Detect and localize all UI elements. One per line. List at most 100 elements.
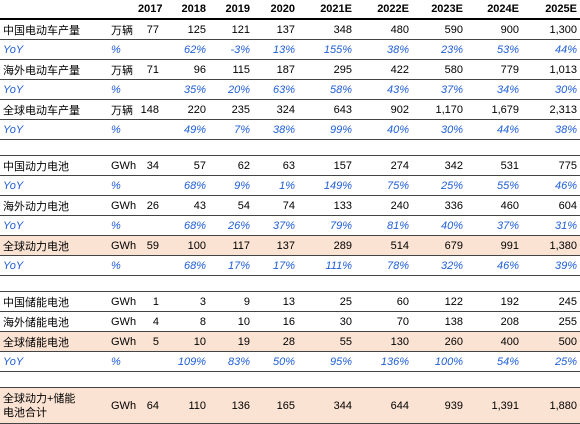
row-label-line: YoY: [3, 123, 24, 136]
value-cell: 643: [298, 99, 355, 120]
row-label-line: 电池合计: [3, 406, 47, 419]
value-cell: 95%: [298, 351, 355, 372]
data-row: YoY% 49% 7% 38% 99% 40% 30% 44% 38%: [0, 119, 580, 140]
data-row: 中国电动车产量 万辆 77 125 121 137 348 480 590 900 1,300: [0, 19, 580, 40]
row-label-line: YoY: [3, 355, 24, 368]
value-cell: 460: [466, 195, 522, 216]
data-row: 中国动力电池 GWh 34 57 62 63 157 274 342 531 775: [0, 155, 580, 176]
unit-cell: GWh: [108, 195, 138, 216]
value-cell: 46%: [466, 255, 522, 276]
empty-cell: [138, 351, 162, 372]
value-cell: 49%: [162, 119, 209, 140]
value-cell: 289: [298, 235, 355, 256]
value-cell: 25: [298, 291, 355, 312]
value-cell: 775: [522, 155, 580, 176]
value-cell: -3%: [209, 39, 253, 60]
value-cell: 68%: [162, 215, 209, 236]
value-cell: 28: [253, 331, 298, 352]
value-cell: 38%: [355, 39, 412, 60]
data-row: YoY% 68% 17% 17% 111% 78% 32% 46% 39%: [0, 255, 580, 276]
value-cell: 13%: [253, 39, 298, 60]
spacer-cell: [0, 275, 580, 292]
row-label: 中国储能电池: [0, 291, 108, 312]
value-cell: 1,880: [522, 387, 580, 424]
row-label: YoY: [0, 39, 108, 60]
value-cell: 55%: [466, 175, 522, 196]
header-cell: 2021E: [298, 0, 355, 20]
value-cell: 63%: [253, 79, 298, 100]
data-row: YoY% 68% 9% 1% 149% 75% 25% 55% 46%: [0, 175, 580, 196]
unit-cell: GWh: [108, 311, 138, 332]
value-cell: 34: [138, 155, 162, 176]
value-cell: 63: [253, 155, 298, 176]
value-cell: 115: [209, 59, 253, 80]
value-cell: 109%: [162, 351, 209, 372]
value-cell: 34%: [466, 79, 522, 100]
value-cell: 422: [355, 59, 412, 80]
value-cell: 17%: [209, 255, 253, 276]
value-cell: 240: [355, 195, 412, 216]
header-row: 2017 2018 2019 2020 2021E 2022E 2023E 2024E 2025…: [0, 0, 580, 20]
value-cell: 60: [355, 291, 412, 312]
unit-cell: GWh: [108, 155, 138, 176]
unit-cell: GWh: [108, 235, 138, 256]
table-body: 中国电动车产量 万辆 77 125 121 137 348 480 590 900 1,300 YoY…: [0, 19, 580, 424]
value-cell: 31%: [522, 215, 580, 236]
unit-cell: 万辆: [108, 59, 138, 80]
value-cell: 900: [466, 19, 522, 40]
row-label: YoY: [0, 175, 108, 196]
row-label: 中国电动车产量: [0, 19, 108, 40]
data-row: 海外电动车产量 万辆 71 96 115 187 295 422 580 779 1,013: [0, 59, 580, 80]
row-label-line: 中国储能电池: [3, 296, 69, 309]
value-cell: 10: [209, 311, 253, 332]
value-cell: 75%: [355, 175, 412, 196]
row-label: YoY: [0, 215, 108, 236]
value-cell: 245: [522, 291, 580, 312]
value-cell: 1,013: [522, 59, 580, 80]
value-cell: 148: [138, 99, 162, 120]
value-cell: 96: [162, 59, 209, 80]
value-cell: 187: [253, 59, 298, 80]
header-cell: 2022E: [355, 0, 412, 20]
empty-cell: [138, 175, 162, 196]
header-cell: 2020: [253, 0, 298, 20]
value-cell: 136%: [355, 351, 412, 372]
value-cell: 50%: [253, 351, 298, 372]
value-cell: 100%: [412, 351, 466, 372]
value-cell: 136: [209, 387, 253, 424]
value-cell: 8: [162, 311, 209, 332]
value-cell: 220: [162, 99, 209, 120]
value-cell: 10: [162, 331, 209, 352]
value-cell: 59: [138, 235, 162, 256]
value-cell: 20%: [209, 79, 253, 100]
value-cell: 130: [355, 331, 412, 352]
empty-cell: [138, 119, 162, 140]
value-cell: 235: [209, 99, 253, 120]
value-cell: 157: [298, 155, 355, 176]
value-cell: 348: [298, 19, 355, 40]
value-cell: 13: [253, 291, 298, 312]
value-cell: 17%: [253, 255, 298, 276]
value-cell: 2,313: [522, 99, 580, 120]
value-cell: 79%: [298, 215, 355, 236]
unit-cell: 万辆: [108, 99, 138, 120]
value-cell: 26: [138, 195, 162, 216]
data-row: YoY% 35% 20% 63% 58% 43% 37% 34% 30%: [0, 79, 580, 100]
value-cell: 1: [138, 291, 162, 312]
unit-cell: %: [108, 255, 138, 276]
value-cell: 64: [138, 387, 162, 424]
data-row: YoY% 68% 26% 37% 79% 81% 40% 37% 31%: [0, 215, 580, 236]
value-cell: 62: [209, 155, 253, 176]
header-cell: 2018: [162, 0, 209, 20]
value-cell: 4: [138, 311, 162, 332]
value-cell: 9%: [209, 175, 253, 196]
value-cell: 342: [412, 155, 466, 176]
unit-cell: %: [108, 215, 138, 236]
value-cell: 78%: [355, 255, 412, 276]
value-cell: 137: [253, 19, 298, 40]
value-cell: 1%: [253, 175, 298, 196]
value-cell: 514: [355, 235, 412, 256]
value-cell: 77: [138, 19, 162, 40]
value-cell: 40%: [355, 119, 412, 140]
